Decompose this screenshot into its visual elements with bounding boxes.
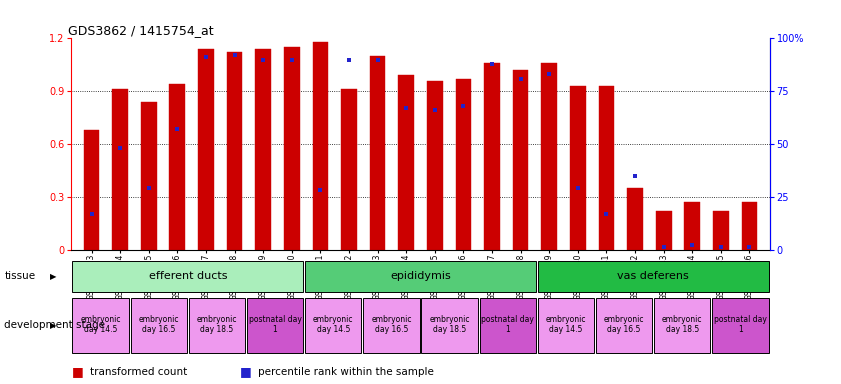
Bar bbox=[83, 130, 99, 250]
Bar bbox=[596, 298, 653, 353]
Bar bbox=[427, 81, 442, 250]
Bar bbox=[305, 261, 536, 292]
Bar bbox=[227, 53, 242, 250]
Bar bbox=[537, 298, 594, 353]
Point bbox=[628, 173, 642, 179]
Text: ■: ■ bbox=[240, 366, 251, 378]
Bar bbox=[188, 298, 245, 353]
Point bbox=[457, 103, 470, 109]
Point bbox=[542, 71, 556, 78]
Bar bbox=[742, 202, 758, 250]
Bar bbox=[284, 47, 299, 250]
Point bbox=[228, 52, 241, 58]
Text: embryonic
day 14.5: embryonic day 14.5 bbox=[81, 314, 121, 334]
Text: percentile rank within the sample: percentile rank within the sample bbox=[258, 367, 434, 377]
Point bbox=[85, 211, 98, 217]
Bar bbox=[370, 56, 385, 250]
Bar bbox=[305, 298, 362, 353]
Bar bbox=[256, 49, 271, 250]
Bar bbox=[479, 298, 536, 353]
Point bbox=[571, 185, 584, 192]
Bar bbox=[713, 211, 729, 250]
Point bbox=[685, 242, 699, 248]
Bar bbox=[72, 298, 129, 353]
Point bbox=[114, 145, 127, 151]
Point bbox=[142, 185, 156, 192]
Text: ▶: ▶ bbox=[50, 272, 57, 281]
Text: tissue: tissue bbox=[4, 271, 35, 281]
Text: postnatal day
1: postnatal day 1 bbox=[249, 314, 302, 334]
Text: postnatal day
1: postnatal day 1 bbox=[481, 314, 534, 334]
Bar bbox=[685, 202, 701, 250]
Text: embryonic
day 18.5: embryonic day 18.5 bbox=[662, 314, 702, 334]
Bar bbox=[484, 63, 500, 250]
Bar bbox=[537, 261, 769, 292]
Point bbox=[371, 56, 384, 63]
Point bbox=[485, 61, 499, 67]
Point bbox=[657, 245, 670, 251]
Bar bbox=[421, 298, 478, 353]
Point bbox=[428, 107, 442, 113]
Point bbox=[257, 56, 270, 63]
Text: development stage: development stage bbox=[4, 320, 105, 331]
Point bbox=[314, 187, 327, 194]
Point bbox=[514, 76, 527, 82]
Bar bbox=[140, 102, 156, 250]
Point bbox=[285, 56, 299, 63]
Bar bbox=[513, 70, 528, 250]
Bar bbox=[654, 298, 711, 353]
Point bbox=[600, 211, 613, 217]
Point bbox=[171, 126, 184, 132]
Point bbox=[714, 245, 727, 251]
Text: embryonic
day 16.5: embryonic day 16.5 bbox=[604, 314, 644, 334]
Bar bbox=[399, 75, 414, 250]
Bar bbox=[112, 89, 128, 250]
Text: embryonic
day 18.5: embryonic day 18.5 bbox=[430, 314, 470, 334]
Text: GDS3862 / 1415754_at: GDS3862 / 1415754_at bbox=[68, 24, 214, 37]
Bar bbox=[170, 84, 185, 250]
Text: embryonic
day 18.5: embryonic day 18.5 bbox=[197, 314, 237, 334]
Bar bbox=[570, 86, 585, 250]
Text: ■: ■ bbox=[71, 366, 83, 378]
Text: transformed count: transformed count bbox=[90, 367, 188, 377]
Text: embryonic
day 14.5: embryonic day 14.5 bbox=[313, 314, 353, 334]
Text: efferent ducts: efferent ducts bbox=[149, 271, 227, 281]
Bar bbox=[247, 298, 304, 353]
Bar bbox=[456, 79, 471, 250]
Bar bbox=[542, 63, 557, 250]
Point bbox=[199, 55, 213, 61]
Bar bbox=[363, 298, 420, 353]
Point bbox=[399, 105, 413, 111]
Point bbox=[342, 56, 356, 63]
Point bbox=[743, 245, 756, 251]
Text: postnatal day
1: postnatal day 1 bbox=[714, 314, 767, 334]
Bar bbox=[599, 86, 614, 250]
Text: vas deferens: vas deferens bbox=[617, 271, 689, 281]
Bar bbox=[130, 298, 187, 353]
Bar bbox=[198, 49, 214, 250]
Text: epididymis: epididymis bbox=[390, 271, 451, 281]
Bar bbox=[72, 261, 304, 292]
Bar bbox=[341, 89, 357, 250]
Bar bbox=[627, 188, 643, 250]
Bar bbox=[313, 42, 328, 250]
Bar bbox=[656, 211, 671, 250]
Text: ▶: ▶ bbox=[50, 321, 57, 330]
Text: embryonic
day 14.5: embryonic day 14.5 bbox=[546, 314, 586, 334]
Bar bbox=[712, 298, 769, 353]
Text: embryonic
day 16.5: embryonic day 16.5 bbox=[371, 314, 411, 334]
Text: embryonic
day 16.5: embryonic day 16.5 bbox=[139, 314, 179, 334]
